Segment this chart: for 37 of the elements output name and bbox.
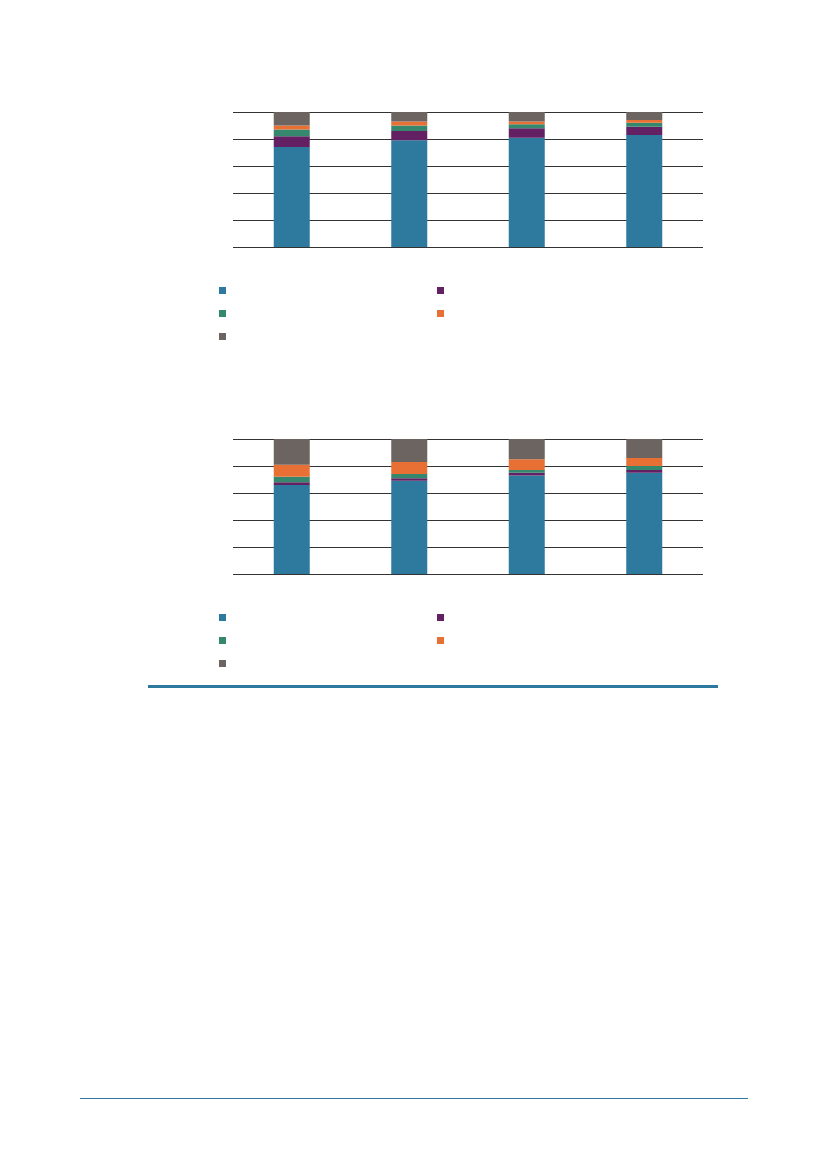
bar [508,128,545,138]
bar [508,439,545,460]
bar [273,136,310,148]
bar [391,140,428,247]
bar [626,470,663,473]
bar [626,120,663,123]
bar [626,457,663,466]
bar [273,112,310,126]
bar [391,125,428,131]
bar [391,478,428,481]
bar [508,475,545,574]
bar [508,112,545,122]
bar [273,125,310,130]
bar [508,459,545,471]
bar [273,439,310,465]
bar [391,121,428,126]
bar [391,480,428,574]
bar [626,134,663,247]
bar [508,137,545,247]
bar [626,112,663,121]
bar [391,112,428,122]
bar [391,130,428,141]
bar [391,461,428,475]
bar [626,466,663,471]
bar [273,484,310,574]
bar [273,476,310,483]
bar [626,122,663,127]
bar [508,124,545,129]
bar [626,439,663,458]
bar [391,439,428,462]
bar [273,482,310,485]
bar [391,474,428,479]
bar [508,121,545,125]
bar [273,147,310,247]
bar [626,472,663,574]
bar [626,126,663,135]
bar [273,464,310,477]
